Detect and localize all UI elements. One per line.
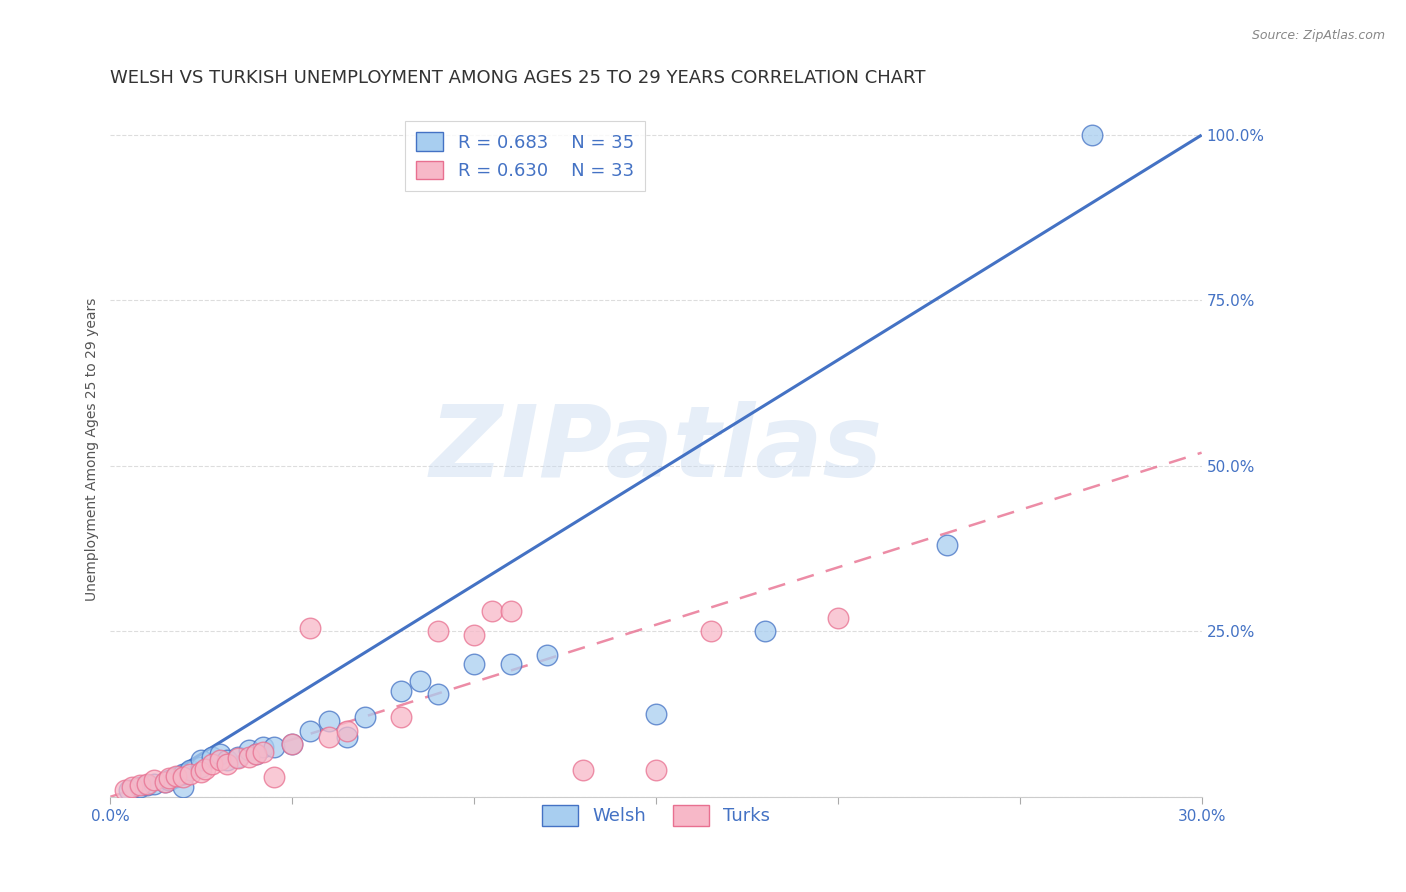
Point — [117, 783, 139, 797]
Point — [536, 648, 558, 662]
Point — [754, 624, 776, 639]
Point — [157, 773, 180, 788]
Point — [299, 723, 322, 738]
Point — [245, 747, 267, 761]
Point — [463, 628, 485, 642]
Text: ZIPatlas: ZIPatlas — [429, 401, 883, 498]
Point — [215, 753, 238, 767]
Point — [238, 750, 260, 764]
Point — [572, 764, 595, 778]
Point — [121, 780, 143, 794]
Point — [336, 730, 359, 744]
Point — [1081, 128, 1104, 142]
Point — [463, 657, 485, 672]
Point — [426, 624, 449, 639]
Point — [245, 747, 267, 761]
Point — [135, 776, 157, 790]
Point — [499, 605, 522, 619]
Point — [190, 760, 212, 774]
Text: Source: ZipAtlas.com: Source: ZipAtlas.com — [1251, 29, 1385, 42]
Point — [281, 737, 304, 751]
Point — [699, 624, 721, 639]
Point — [281, 737, 304, 751]
Point — [389, 684, 412, 698]
Legend: Welsh, Turks: Welsh, Turks — [534, 797, 778, 833]
Point — [190, 753, 212, 767]
Point — [194, 762, 217, 776]
Point — [128, 778, 150, 792]
Point — [114, 783, 136, 797]
Point — [226, 750, 249, 764]
Point — [645, 764, 668, 778]
Point — [208, 753, 231, 767]
Point — [645, 707, 668, 722]
Point — [172, 780, 194, 794]
Y-axis label: Unemployment Among Ages 25 to 29 years: Unemployment Among Ages 25 to 29 years — [86, 298, 100, 601]
Point — [143, 776, 166, 790]
Point — [153, 775, 176, 789]
Point — [179, 764, 201, 778]
Point — [201, 756, 224, 771]
Point — [263, 740, 285, 755]
Point — [215, 756, 238, 771]
Point — [263, 770, 285, 784]
Point — [354, 710, 377, 724]
Point — [827, 611, 849, 625]
Text: WELSH VS TURKISH UNEMPLOYMENT AMONG AGES 25 TO 29 YEARS CORRELATION CHART: WELSH VS TURKISH UNEMPLOYMENT AMONG AGES… — [111, 69, 927, 87]
Point — [318, 714, 340, 728]
Point — [389, 710, 412, 724]
Point — [252, 745, 274, 759]
Point — [172, 766, 194, 780]
Point — [936, 538, 959, 552]
Point — [481, 605, 503, 619]
Point — [165, 770, 187, 784]
Point — [135, 778, 157, 792]
Point — [190, 764, 212, 779]
Point — [128, 780, 150, 794]
Point — [299, 621, 322, 635]
Point — [238, 743, 260, 757]
Point — [208, 747, 231, 761]
Point — [172, 770, 194, 784]
Point — [179, 766, 201, 780]
Point — [143, 773, 166, 788]
Point — [318, 730, 340, 744]
Point — [157, 771, 180, 785]
Point — [201, 750, 224, 764]
Point — [252, 740, 274, 755]
Point — [426, 687, 449, 701]
Point — [226, 751, 249, 765]
Point — [165, 769, 187, 783]
Point — [499, 657, 522, 672]
Point — [153, 775, 176, 789]
Point — [336, 723, 359, 738]
Point — [408, 673, 430, 688]
